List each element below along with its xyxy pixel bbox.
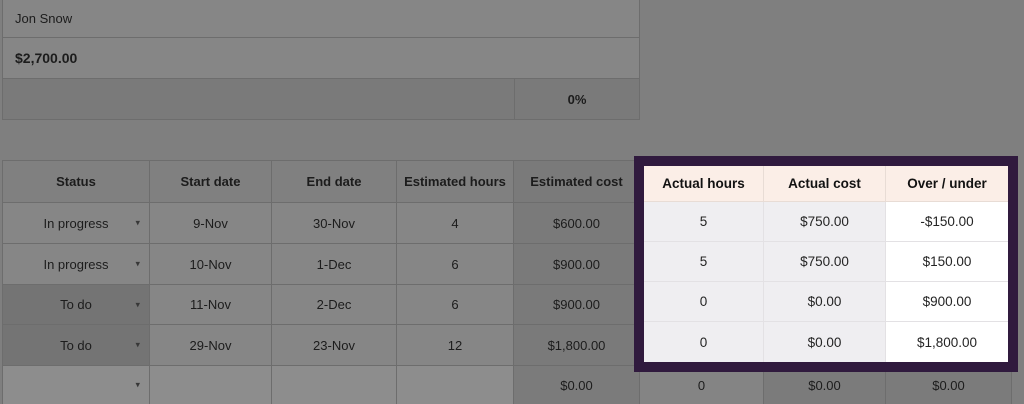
- highlight-cell-act_cost-row2[interactable]: $750.00: [764, 242, 886, 282]
- summary-row-progress: 0%: [3, 79, 639, 120]
- highlight-cell-over_under-row1[interactable]: -$150.00: [886, 202, 1008, 242]
- cell-start-row3[interactable]: 11-Nov: [150, 285, 272, 325]
- cell-start-totals[interactable]: [150, 366, 272, 404]
- cell-est_cost-totals[interactable]: $0.00: [514, 366, 640, 404]
- column-header-end[interactable]: End date: [272, 161, 397, 203]
- cell-est_hours-row4[interactable]: 12: [397, 325, 514, 366]
- cell-est_hours-row2[interactable]: 6: [397, 244, 514, 285]
- status-dropdown-arrow-icon[interactable]: ▾: [135, 379, 140, 390]
- cell-status-row3[interactable]: To do ▾: [3, 285, 150, 325]
- highlight-cell-over_under-row4[interactable]: $1,800.00: [886, 322, 1008, 362]
- cell-end-totals[interactable]: [272, 366, 397, 404]
- cell-est_cost-row1[interactable]: $600.00: [514, 203, 640, 244]
- cell-end-row3[interactable]: 2-Dec: [272, 285, 397, 325]
- cell-start-row4[interactable]: 29-Nov: [150, 325, 272, 366]
- column-header-start[interactable]: Start date: [150, 161, 272, 203]
- cell-status-row1[interactable]: In progress ▾: [3, 203, 150, 244]
- highlight-cell-act_hours-row3[interactable]: 0: [644, 282, 764, 322]
- cell-over_under-totals[interactable]: $0.00: [886, 366, 1012, 404]
- cell-start-row1[interactable]: 9-Nov: [150, 203, 272, 244]
- highlight-header-over_under[interactable]: Over / under: [886, 166, 1008, 202]
- highlighted-columns: Actual hours Actual cost Over / under 5 $750…: [644, 166, 1008, 362]
- cell-status-row4[interactable]: To do ▾: [3, 325, 150, 366]
- highlight-cell-act_hours-row1[interactable]: 5: [644, 202, 764, 242]
- total-cost-cell[interactable]: $2,700.00: [15, 50, 78, 66]
- cell-est_cost-row2[interactable]: $900.00: [514, 244, 640, 285]
- highlight-cell-act_hours-row2[interactable]: 5: [644, 242, 764, 282]
- highlight-cell-over_under-row3[interactable]: $900.00: [886, 282, 1008, 322]
- cell-act_cost-totals[interactable]: $0.00: [764, 366, 886, 404]
- status-dropdown-arrow-icon[interactable]: ▾: [135, 258, 140, 269]
- highlight-cell-act_cost-row1[interactable]: $750.00: [764, 202, 886, 242]
- highlight-outline: Actual hours Actual cost Over / under 5 $750…: [634, 156, 1018, 372]
- highlight-header-act_hours[interactable]: Actual hours: [644, 166, 764, 202]
- highlight-header-act_cost[interactable]: Actual cost: [764, 166, 886, 202]
- status-dropdown-arrow-icon[interactable]: ▾: [135, 217, 140, 228]
- column-header-status[interactable]: Status: [3, 161, 150, 203]
- summary-table: Jon Snow $2,700.00 0%: [2, 0, 640, 120]
- cell-start-row2[interactable]: 10-Nov: [150, 244, 272, 285]
- status-dropdown-arrow-icon[interactable]: ▾: [135, 299, 140, 309]
- cell-est_hours-row1[interactable]: 4: [397, 203, 514, 244]
- column-header-est_hours[interactable]: Estimated hours: [397, 161, 514, 203]
- highlight-cell-act_hours-row4[interactable]: 0: [644, 322, 764, 362]
- cell-est_cost-row3[interactable]: $900.00: [514, 285, 640, 325]
- status-label: In progress: [43, 215, 109, 231]
- cell-status-totals[interactable]: ▾: [3, 366, 150, 404]
- cell-est_hours-row3[interactable]: 6: [397, 285, 514, 325]
- cell-est_cost-row4[interactable]: $1,800.00: [514, 325, 640, 366]
- highlight-cell-act_cost-row3[interactable]: $0.00: [764, 282, 886, 322]
- cell-status-row2[interactable]: In progress ▾: [3, 244, 150, 285]
- highlight-cell-act_cost-row4[interactable]: $0.00: [764, 322, 886, 362]
- cell-end-row2[interactable]: 1-Dec: [272, 244, 397, 285]
- status-dropdown-arrow-icon[interactable]: ▾: [135, 339, 140, 350]
- progress-percent-cell[interactable]: 0%: [567, 91, 587, 107]
- owner-cell[interactable]: Jon Snow: [15, 11, 73, 26]
- cell-act_hours-totals[interactable]: 0: [640, 366, 764, 404]
- status-label: To do: [60, 297, 92, 312]
- column-header-est_cost[interactable]: Estimated cost: [514, 161, 640, 203]
- summary-row-owner: Jon Snow: [3, 0, 639, 38]
- summary-row-total: $2,700.00: [3, 38, 639, 79]
- cell-end-row1[interactable]: 30-Nov: [272, 203, 397, 244]
- status-label: In progress: [43, 256, 109, 272]
- status-label: To do: [60, 337, 92, 353]
- progress-empty-cell[interactable]: [3, 79, 515, 119]
- cell-end-row4[interactable]: 23-Nov: [272, 325, 397, 366]
- highlight-cell-over_under-row2[interactable]: $150.00: [886, 242, 1008, 282]
- cell-est_hours-totals[interactable]: [397, 366, 514, 404]
